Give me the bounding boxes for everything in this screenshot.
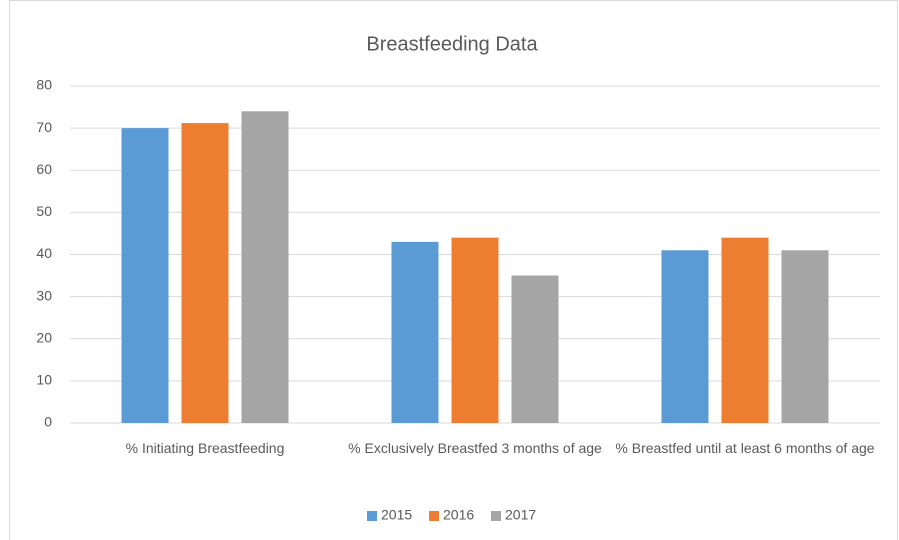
bar bbox=[181, 123, 229, 423]
chart-frame bbox=[9, 0, 898, 540]
x-tick-label: % Breastfed until at least 6 months of a… bbox=[615, 440, 875, 456]
bar bbox=[391, 241, 439, 423]
bar bbox=[241, 111, 289, 424]
y-tick-label: 30 bbox=[36, 287, 52, 303]
y-tick-label: 0 bbox=[44, 414, 52, 430]
bar bbox=[661, 250, 709, 423]
y-tick-label: 70 bbox=[36, 119, 52, 135]
bar bbox=[721, 237, 769, 423]
bar bbox=[511, 275, 559, 423]
y-tick-label: 60 bbox=[36, 161, 52, 177]
bar bbox=[121, 128, 169, 423]
y-tick-label: 50 bbox=[36, 203, 52, 219]
y-tick-label: 20 bbox=[36, 329, 52, 345]
legend-swatch bbox=[429, 511, 439, 521]
y-tick-label: 10 bbox=[36, 372, 52, 388]
legend-label: 2015 bbox=[381, 507, 412, 523]
y-tick-label: 40 bbox=[36, 245, 52, 261]
chart-title: Breastfeeding Data bbox=[366, 33, 538, 55]
bar bbox=[451, 237, 499, 423]
legend-label: 2017 bbox=[505, 507, 536, 523]
legend-swatch bbox=[367, 511, 377, 521]
x-tick-label: % Initiating Breastfeeding bbox=[125, 440, 285, 456]
y-tick-label: 80 bbox=[36, 77, 52, 93]
legend-swatch bbox=[491, 511, 501, 521]
bar bbox=[781, 250, 829, 423]
x-tick-label: % Exclusively Breastfed 3 months of age bbox=[348, 440, 602, 456]
legend-label: 2016 bbox=[443, 507, 474, 523]
